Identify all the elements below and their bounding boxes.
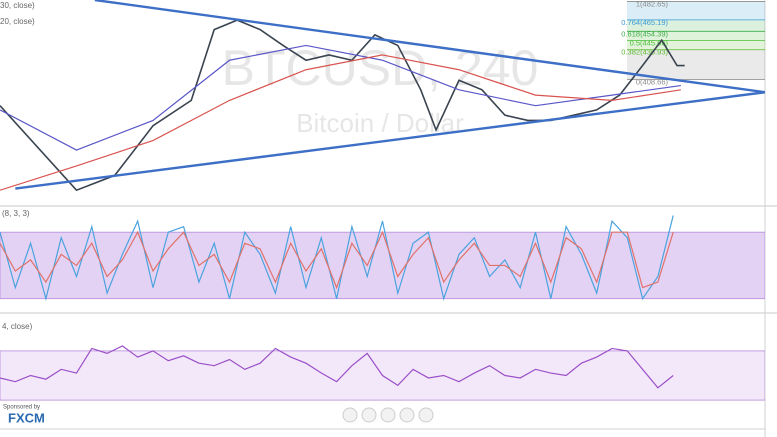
stochastic-panel <box>0 215 765 302</box>
zoom-button[interactable] <box>418 407 434 423</box>
fib-band <box>627 1 765 20</box>
fib-band <box>627 19 765 32</box>
price-panel: 1(482.65) 0.764(465.19) 0.618(454.39)0.5(4… <box>0 0 765 192</box>
band <box>0 231 765 300</box>
series-line <box>0 44 681 151</box>
fib-label: 1(482.65) <box>636 0 669 8</box>
zoom-button[interactable] <box>342 407 358 423</box>
zoom-button[interactable] <box>380 407 396 423</box>
fib-band <box>627 40 765 50</box>
fib-band <box>627 31 765 41</box>
fib-label: 0.764(465.19) <box>621 18 668 27</box>
fib-label: 0.382(436.93) <box>621 48 668 57</box>
series-line <box>0 345 674 389</box>
indicator-label: 20, close) <box>0 17 35 26</box>
trendline <box>15 91 765 190</box>
fib-label: 0.618(454.39) <box>621 29 668 38</box>
rsi-panel <box>0 345 765 401</box>
indicator-label: (8, 3, 3) <box>2 209 30 218</box>
fib-label: 0.5(445.66) <box>630 38 669 47</box>
indicator-label: 30, close) <box>0 1 35 10</box>
sponsor-box <box>0 402 52 428</box>
sponsor-text: Sponsored by <box>3 405 40 411</box>
zoom-button[interactable] <box>399 407 415 423</box>
fib-label: 0(408.66) <box>636 78 669 87</box>
watermark-name: Bitcoin / Dollar <box>296 108 464 138</box>
trendline <box>94 0 765 94</box>
series-line <box>0 215 674 302</box>
indicator-label: 4, close) <box>2 322 33 331</box>
series-line <box>0 230 674 290</box>
sponsor-brand: FXCM <box>8 410 45 425</box>
zoom-controls[interactable] <box>342 407 434 423</box>
series-line <box>0 19 685 192</box>
watermark-symbol: BTCUSD, 240 <box>222 40 539 96</box>
zoom-button[interactable] <box>361 407 377 423</box>
series-line <box>0 54 681 191</box>
